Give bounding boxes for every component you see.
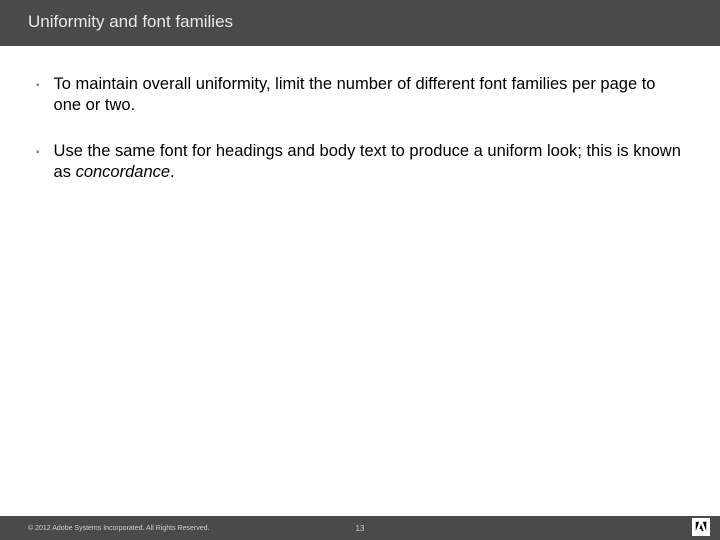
page-number: 13 (356, 524, 365, 533)
bullet-text-after: . (170, 163, 175, 181)
slide-footer: © 2012 Adobe Systems Incorporated. All R… (0, 516, 720, 540)
bullet-text-main: To maintain overall uniformity, limit th… (54, 75, 656, 114)
slide-header: Uniformity and font families (0, 0, 720, 46)
bullet-marker: ▪ (36, 80, 40, 91)
bullet-item: ▪ Use the same font for headings and bod… (36, 141, 684, 184)
bullet-marker: ▪ (36, 147, 40, 158)
bullet-item: ▪ To maintain overall uniformity, limit … (36, 74, 684, 117)
adobe-a-icon (694, 520, 708, 534)
bullet-text: To maintain overall uniformity, limit th… (54, 74, 684, 117)
slide-content: ▪ To maintain overall uniformity, limit … (0, 46, 720, 184)
adobe-logo-icon (692, 518, 710, 536)
slide-title: Uniformity and font families (28, 12, 233, 31)
bullet-text-italic: concordance (76, 163, 170, 181)
bullet-text: Use the same font for headings and body … (54, 141, 684, 184)
